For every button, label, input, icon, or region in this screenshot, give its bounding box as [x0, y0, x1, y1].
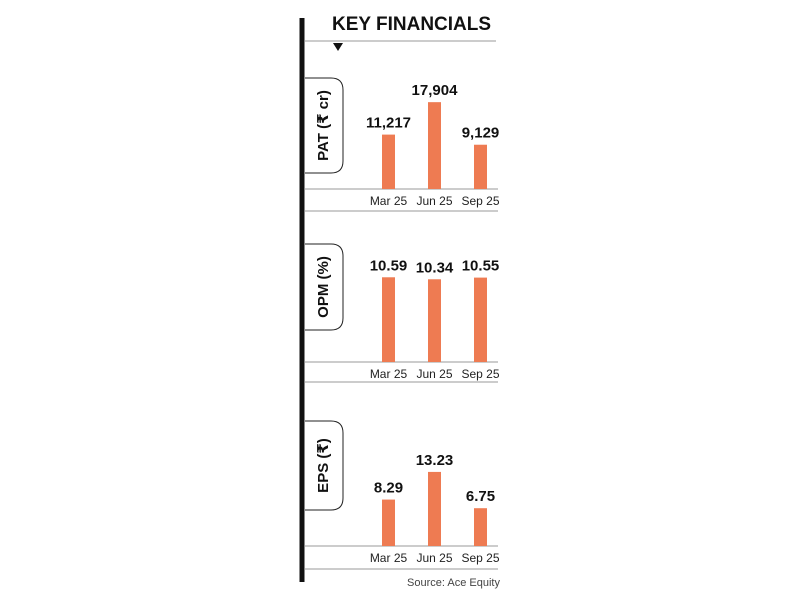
- category-label: Jun 25: [416, 551, 452, 565]
- category-label: Mar 25: [370, 551, 408, 565]
- category-label: Mar 25: [370, 367, 408, 381]
- value-label: 13.23: [416, 452, 454, 469]
- category-label: Jun 25: [416, 367, 452, 381]
- value-label: 8.29: [374, 480, 403, 497]
- panel-2: OPM (%) 10.59 Mar 25 10.34 Jun 25 10.55 Sep 25: [305, 210, 500, 381]
- category-label: Sep 25: [461, 551, 499, 565]
- value-label: 17,904: [412, 82, 459, 99]
- value-label: 6.75: [466, 488, 495, 505]
- panels-group: PAT (₹ cr) 11,217 Mar 25 17,904 Jun 25 9,129 S…: [305, 77, 500, 565]
- panel-title: PAT (₹ cr): [315, 90, 332, 161]
- panel-title: OPM (%): [315, 256, 332, 318]
- bar-sep-25: [474, 508, 487, 546]
- panel-title: EPS (₹): [315, 438, 332, 493]
- bar-mar-25: [382, 134, 395, 189]
- bar-jun-25: [428, 471, 441, 546]
- bar-mar-25: [382, 277, 395, 362]
- panel-1: PAT (₹ cr) 11,217 Mar 25 17,904 Jun 25 9,129 S…: [305, 77, 500, 208]
- bar-sep-25: [474, 277, 487, 362]
- category-label: Mar 25: [370, 194, 408, 208]
- bar-sep-25: [474, 144, 487, 189]
- value-label: 10.55: [462, 258, 500, 275]
- bar-jun-25: [428, 279, 441, 362]
- panel-tab: [305, 420, 344, 511]
- value-label: 11,217: [366, 115, 411, 132]
- category-label: Sep 25: [461, 194, 499, 208]
- panel-tab: [305, 243, 344, 331]
- panel-3: EPS (₹) 8.29 Mar 25 13.23 Jun 25 6.75 Sep 25: [305, 381, 500, 565]
- value-label: 10.59: [370, 257, 408, 274]
- value-label: 9,129: [462, 125, 500, 142]
- bar-jun-25: [428, 102, 441, 189]
- panel-tab: [305, 77, 344, 174]
- source-note: Source: Ace Equity: [407, 577, 500, 589]
- bar-mar-25: [382, 499, 395, 546]
- category-label: Sep 25: [461, 367, 499, 381]
- title-pointer-icon: [333, 43, 343, 51]
- value-label: 10.34: [416, 259, 454, 276]
- chart-title: KEY FINANCIALS: [332, 14, 491, 35]
- category-label: Jun 25: [416, 194, 452, 208]
